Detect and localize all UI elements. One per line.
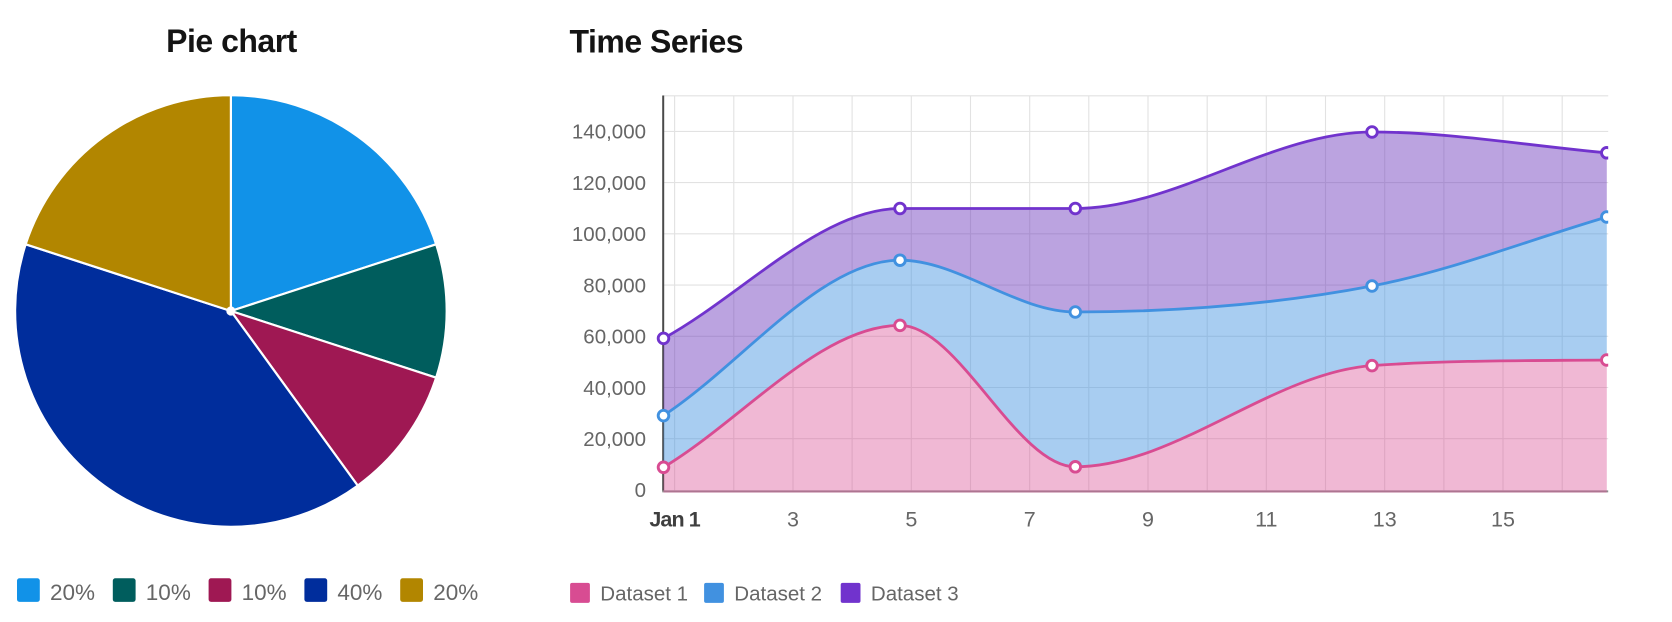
svg-text:Time Series: Time Series bbox=[570, 24, 744, 60]
svg-text:5: 5 bbox=[905, 507, 917, 531]
svg-text:80,000: 80,000 bbox=[583, 274, 646, 297]
svg-text:0: 0 bbox=[635, 479, 646, 502]
svg-text:10%: 10% bbox=[146, 580, 191, 605]
svg-text:15: 15 bbox=[1491, 507, 1515, 531]
svg-text:7: 7 bbox=[1024, 507, 1036, 531]
svg-text:120,000: 120,000 bbox=[572, 172, 646, 195]
svg-text:Pie chart: Pie chart bbox=[166, 23, 298, 59]
svg-text:11: 11 bbox=[1255, 507, 1277, 531]
svg-text:20%: 20% bbox=[433, 580, 478, 605]
svg-text:Dataset 3: Dataset 3 bbox=[871, 583, 959, 606]
svg-text:40,000: 40,000 bbox=[583, 377, 646, 400]
svg-text:Jan 1: Jan 1 bbox=[649, 507, 700, 531]
svg-text:10%: 10% bbox=[242, 580, 287, 605]
svg-text:140,000: 140,000 bbox=[572, 121, 646, 144]
svg-text:9: 9 bbox=[1142, 507, 1154, 531]
svg-text:13: 13 bbox=[1373, 507, 1397, 531]
svg-text:3: 3 bbox=[787, 507, 799, 531]
svg-text:Dataset 2: Dataset 2 bbox=[734, 583, 822, 606]
svg-text:40%: 40% bbox=[337, 580, 382, 605]
svg-text:60,000: 60,000 bbox=[583, 326, 646, 349]
svg-text:Dataset 1: Dataset 1 bbox=[600, 583, 688, 606]
svg-text:100,000: 100,000 bbox=[572, 223, 646, 246]
svg-text:20%: 20% bbox=[50, 580, 95, 605]
svg-text:20,000: 20,000 bbox=[583, 428, 646, 451]
